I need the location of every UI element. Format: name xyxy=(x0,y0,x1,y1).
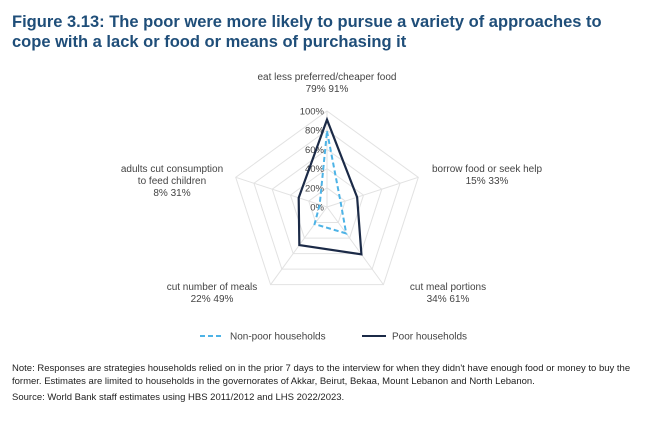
grid-spoke xyxy=(326,206,384,285)
axis-value-label: 79% 91% xyxy=(306,84,349,95)
axis-value-label: 15% 33% xyxy=(466,176,509,187)
tick-label: 40% xyxy=(305,164,325,175)
grid-spoke xyxy=(326,176,419,208)
axis-label: cut number of meals xyxy=(167,282,258,293)
grid-ring xyxy=(271,148,383,255)
axis-label: adults cut consumption xyxy=(121,164,223,175)
axis-label: cut meal portions xyxy=(410,282,486,293)
axis-label: eat less preferred/cheaper food xyxy=(258,72,397,83)
axis-value-label: 22% 49% xyxy=(191,294,234,305)
tick-label: 80% xyxy=(305,126,325,137)
axis-value-label: 34% 61% xyxy=(427,294,470,305)
series-line xyxy=(297,116,363,256)
grid-spoke xyxy=(235,176,328,208)
grid-ring xyxy=(289,167,365,239)
chart-note: Note: Responses are strategies household… xyxy=(12,363,631,387)
axis-label: borrow food or seek help xyxy=(432,164,543,175)
radar-chart: 0%20%40%60%80%100%eat less preferred/che… xyxy=(121,72,543,343)
grid-ring xyxy=(235,110,419,286)
legend-label: Non-poor households xyxy=(230,332,326,343)
chart-title: Figure 3.13: The poor were more likely t… xyxy=(12,13,602,51)
grid-ring xyxy=(253,129,401,270)
legend-label: Poor households xyxy=(392,332,467,343)
chart-source: Source: World Bank staff estimates using… xyxy=(12,392,345,403)
tick-label: 100% xyxy=(300,107,325,118)
series-line xyxy=(313,130,348,235)
axis-label: to feed children xyxy=(138,176,206,187)
grid-ring xyxy=(308,187,346,224)
axis-value-label: 8% 31% xyxy=(153,188,190,199)
tick-label: 0% xyxy=(310,203,324,214)
tick-label: 20% xyxy=(305,183,325,194)
